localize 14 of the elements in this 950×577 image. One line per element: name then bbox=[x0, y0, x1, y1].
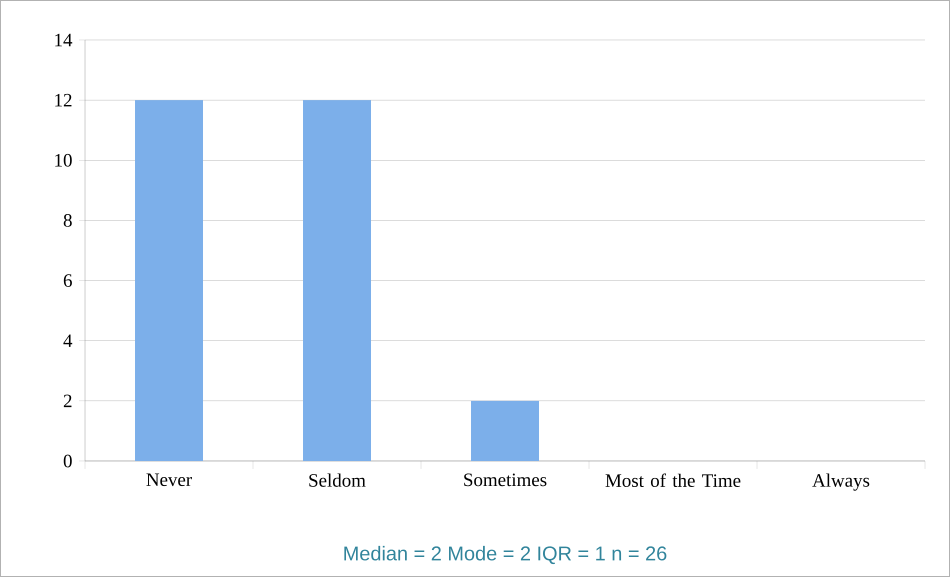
y-tick-label: 14 bbox=[55, 34, 72, 46]
y-tick-label: 4 bbox=[63, 334, 72, 347]
y-tick-label: 12 bbox=[55, 94, 72, 106]
x-tick-label: Always bbox=[812, 474, 870, 491]
x-tick-label: Sometimes bbox=[464, 473, 546, 486]
y-tick-label: 8 bbox=[64, 214, 72, 227]
y-tick-label: 2 bbox=[64, 394, 72, 408]
x-tick-label: Most of the Time bbox=[606, 473, 740, 488]
x-tick-label: Never bbox=[146, 473, 192, 486]
text: Median = 2 Mode = 2 IQR = 1 n = 26 bbox=[344, 546, 666, 564]
y-tick-label: 6 bbox=[64, 274, 72, 287]
y-tick-label: 10 bbox=[55, 154, 72, 167]
x-tick-label: Seldom bbox=[309, 474, 366, 487]
y-tick-label: 0 bbox=[64, 454, 72, 468]
